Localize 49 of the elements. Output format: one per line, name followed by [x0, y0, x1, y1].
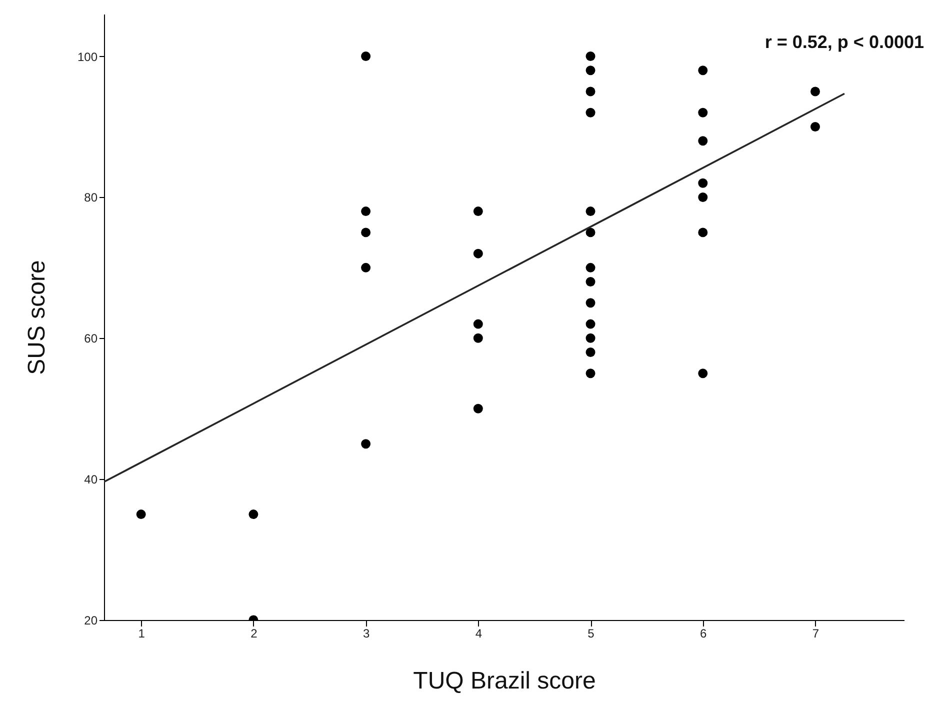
x-tick-label: 1 [138, 626, 146, 640]
point [698, 108, 708, 118]
point [361, 228, 371, 238]
point [136, 510, 146, 520]
point [361, 439, 371, 449]
x-tick-label: 6 [700, 626, 708, 640]
x-tick-label: 2 [250, 626, 258, 640]
point [698, 368, 708, 378]
point [586, 52, 596, 62]
point [586, 368, 596, 378]
x-axis-title: TUQ Brazil score [413, 668, 596, 694]
point [473, 248, 483, 258]
point [586, 228, 596, 238]
point [698, 228, 708, 238]
point [473, 333, 483, 343]
point [586, 206, 596, 216]
point [586, 348, 596, 357]
point [361, 206, 371, 216]
y-tick-label: 40 [84, 472, 98, 487]
point [586, 86, 596, 96]
point [473, 206, 483, 216]
point [473, 404, 483, 414]
point [361, 262, 371, 272]
point [586, 262, 596, 272]
x-tick-label: 4 [475, 626, 482, 640]
point [810, 122, 820, 132]
y-tick-label: 20 [84, 614, 98, 628]
point [586, 319, 596, 329]
y-tick-label: 100 [77, 50, 98, 64]
point [586, 298, 596, 308]
point [248, 510, 258, 520]
point [698, 192, 708, 202]
point [698, 136, 708, 146]
annotation: r = 0.52, p < 0.0001 [764, 32, 924, 52]
y-tick-label: 60 [84, 332, 98, 346]
y-tick-label: 80 [84, 190, 98, 205]
point [586, 277, 596, 286]
point [698, 66, 708, 76]
point [698, 178, 708, 188]
point [361, 52, 371, 62]
x-tick-label: 7 [812, 626, 820, 640]
y-axis-title: SUS score [23, 260, 50, 375]
x-tick-label: 3 [362, 626, 370, 640]
point [586, 66, 596, 76]
x-tick-label: 5 [588, 626, 595, 640]
point [810, 86, 820, 96]
point [473, 319, 483, 329]
point [586, 333, 596, 343]
point [586, 108, 596, 118]
